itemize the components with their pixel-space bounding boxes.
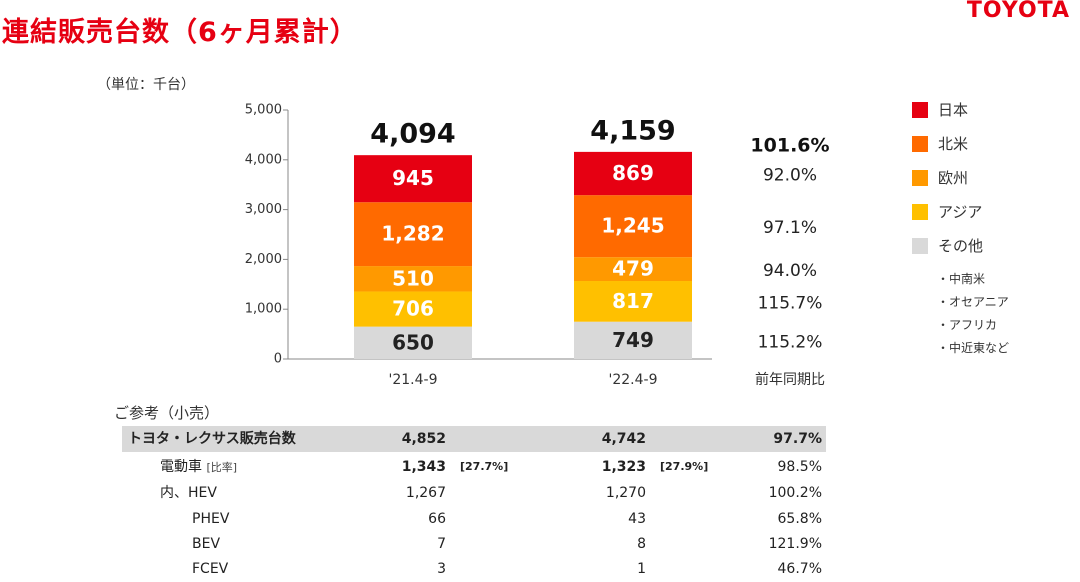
row-yoy: 97.7% [773,431,822,447]
bar-segment [354,291,472,327]
y-tick-label: 3,000 [245,202,282,217]
bar-segment-label: 479 [612,257,654,281]
yoy-label: 115.2% [758,332,823,352]
row-label: 電動車 [比率] [160,459,238,475]
row-value-2021: 3 [437,561,446,577]
legend-swatch [912,136,928,152]
sub-item-middle-east: ・中近東など [937,341,1010,355]
row-label: トヨタ・レクサス販売台数 [128,431,296,447]
sub-item-oceania: ・オセアニア [937,295,1009,309]
other-region-list: ・中南米 ・オセアニア ・アフリカ ・中近東など [937,268,1009,360]
bar-segment-label: 817 [612,289,654,313]
y-tick-label: 5,000 [245,103,282,118]
legend-label: その他 [938,237,984,255]
row-value-2022: 4,742 [601,431,646,447]
bar-segment [354,266,472,292]
y-tick-label: 2,000 [245,252,282,267]
yoy-label: 92.0% [763,166,817,186]
y-tick-label: 4,000 [245,152,282,167]
bar-segment [354,202,472,267]
table-row-bev: BEV 7 8 121.9% [122,531,826,557]
row-yoy: 121.9% [768,536,822,552]
yoy-total-label: 101.6% [750,135,829,157]
row-label-note: [比率] [206,461,238,474]
bar-segment [574,257,692,282]
bar-segment-label: 650 [392,330,434,354]
table-row-electrified: 電動車 [比率] 1,343 [27.7%] 1,323 [27.9%] 98.… [122,454,826,480]
row-value-2022: 1,323 [601,459,646,475]
row-yoy: 65.8% [777,511,822,527]
legend-swatch [912,170,928,186]
legend-swatch [912,102,928,118]
row-ratio-2021: [27.7%] [460,460,509,473]
row-yoy: 100.2% [768,485,822,501]
table-row-phev: PHEV 66 43 65.8% [122,506,826,532]
sales-stacked-bar-chart: 0 1,000 2,000 3,000 4,000 5,000 650 706 510 1,282… [245,103,830,389]
row-value-2022: 1,270 [605,485,646,501]
table-row-hev: 内、HEV 1,267 1,270 100.2% [122,480,826,506]
y-tick-label: 1,000 [245,302,282,317]
row-value-2022: 8 [637,536,646,552]
yoy-header-label: 前年同期比 [755,371,825,388]
sub-item-africa: ・アフリカ [937,318,998,332]
row-value-2021: 4,852 [401,431,446,447]
bar-segment-label: 1,245 [601,214,664,238]
table-row-total: トヨタ・レクサス販売台数 4,852 4,742 97.7% [122,426,826,452]
row-value-2021: 1,267 [405,485,446,501]
legend-label: 欧州 [938,169,969,187]
unit-label: （単位：千台） [97,77,195,93]
row-label: BEV [192,536,221,552]
row-label: PHEV [192,511,230,527]
yoy-label: 97.1% [763,218,817,238]
toyota-logo: TOYOTA [966,0,1070,23]
row-yoy: 98.5% [777,459,822,475]
x-category-label: '21.4-9 [389,372,438,388]
row-value-2021: 1,343 [401,459,446,475]
legend-label: 北米 [938,135,969,153]
page-title: 連結販売台数（6ヶ月累計） [2,17,358,48]
y-tick-label: 0 [274,352,282,367]
bar-segment [354,326,472,359]
bar-segment [574,195,692,258]
row-value-2022: 43 [628,511,646,527]
row-label: FCEV [192,561,229,577]
reference-title: ご参考（小売） [114,404,220,422]
bar-total-label: 4,159 [590,115,675,146]
row-yoy: 46.7% [777,561,822,577]
bar-segment [574,281,692,322]
bar-segment-label: 869 [612,161,654,185]
legend-swatch [912,238,928,254]
yoy-label: 115.7% [758,293,823,313]
bar-segment [574,321,692,359]
bar-segment-label: 706 [392,297,434,321]
sub-item-latin-america: ・中南米 [937,272,986,286]
bar-total-label: 4,094 [370,119,455,150]
row-ratio-2022: [27.9%] [660,460,709,473]
bar-segment-label: 510 [392,266,434,290]
legend-label: 日本 [938,101,969,119]
row-value-2022: 1 [637,561,646,577]
bar-segment-label: 1,282 [381,222,444,246]
row-label: 内、HEV [160,485,217,501]
legend-label: アジア [938,203,983,221]
legend-swatch [912,204,928,220]
yoy-label: 94.0% [763,261,817,281]
bar-segment-label: 945 [392,166,434,190]
row-value-2021: 66 [428,511,446,527]
table-row-fcev: FCEV 3 1 46.7% [122,556,826,582]
bar-segment [574,151,692,196]
bar-segment [354,155,472,203]
row-value-2021: 7 [437,536,446,552]
bar-segment-label: 749 [612,328,654,352]
x-category-label: '22.4-9 [609,372,658,388]
